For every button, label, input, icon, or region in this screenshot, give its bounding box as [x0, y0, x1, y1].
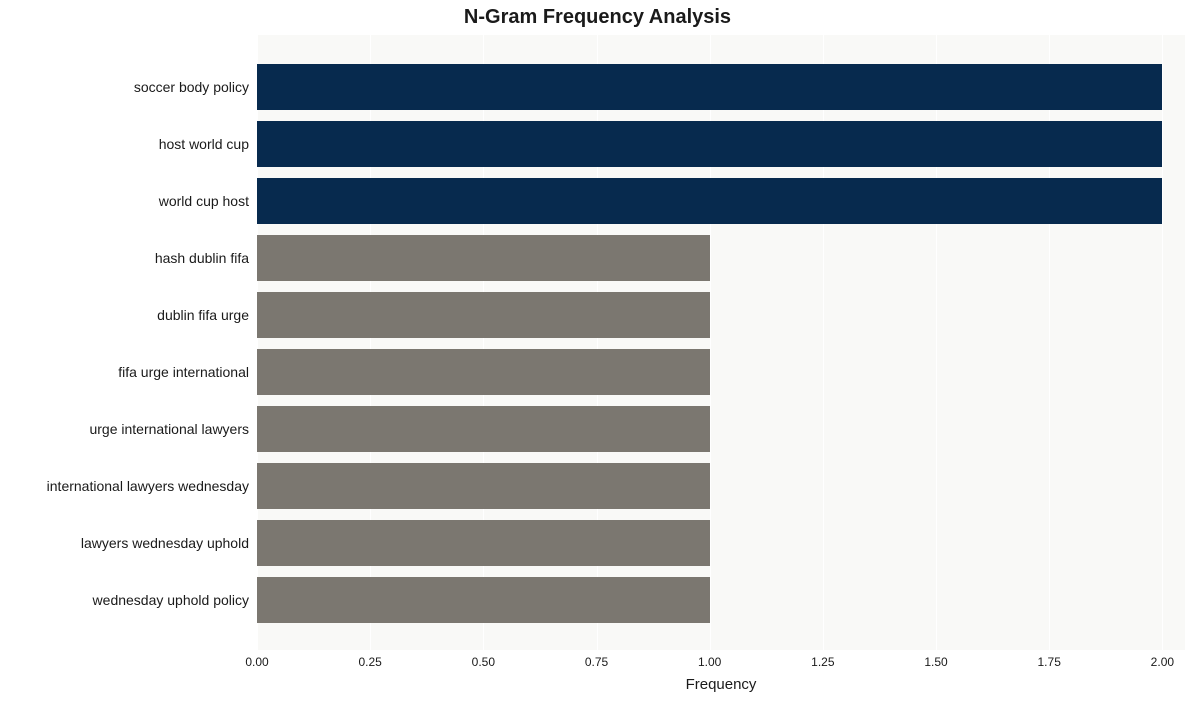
plot-area	[257, 35, 1185, 650]
y-tick-label: lawyers wednesday uphold	[81, 535, 249, 551]
x-tick-label: 0.75	[585, 655, 608, 669]
bar	[257, 121, 1162, 167]
bar	[257, 463, 710, 509]
bar	[257, 520, 710, 566]
x-axis-label: Frequency	[257, 676, 1185, 693]
bar	[257, 178, 1162, 224]
x-tick-label: 0.00	[245, 655, 268, 669]
y-tick-label: world cup host	[159, 193, 249, 209]
x-tick-label: 1.75	[1038, 655, 1061, 669]
chart-container: N-Gram Frequency Analysis soccer body po…	[0, 0, 1195, 701]
y-tick-label: international lawyers wednesday	[47, 478, 249, 494]
bar	[257, 64, 1162, 110]
y-tick-label: fifa urge international	[118, 364, 249, 380]
x-tick-label: 0.25	[358, 655, 381, 669]
y-tick-label: dublin fifa urge	[157, 307, 249, 323]
bar	[257, 235, 710, 281]
x-tick-label: 1.00	[698, 655, 721, 669]
y-tick-label: wednesday uphold policy	[93, 592, 249, 608]
y-tick-label: hash dublin fifa	[155, 250, 249, 266]
x-tick-label: 1.50	[924, 655, 947, 669]
bar	[257, 577, 710, 623]
x-tick-label: 0.50	[472, 655, 495, 669]
y-tick-label: host world cup	[159, 136, 249, 152]
x-tick-label: 1.25	[811, 655, 834, 669]
x-tick-label: 2.00	[1151, 655, 1174, 669]
gridline	[1162, 35, 1163, 650]
bar	[257, 406, 710, 452]
y-tick-label: soccer body policy	[134, 79, 249, 95]
bar	[257, 349, 710, 395]
bar	[257, 292, 710, 338]
y-tick-label: urge international lawyers	[89, 421, 249, 437]
chart-title: N-Gram Frequency Analysis	[0, 6, 1195, 29]
